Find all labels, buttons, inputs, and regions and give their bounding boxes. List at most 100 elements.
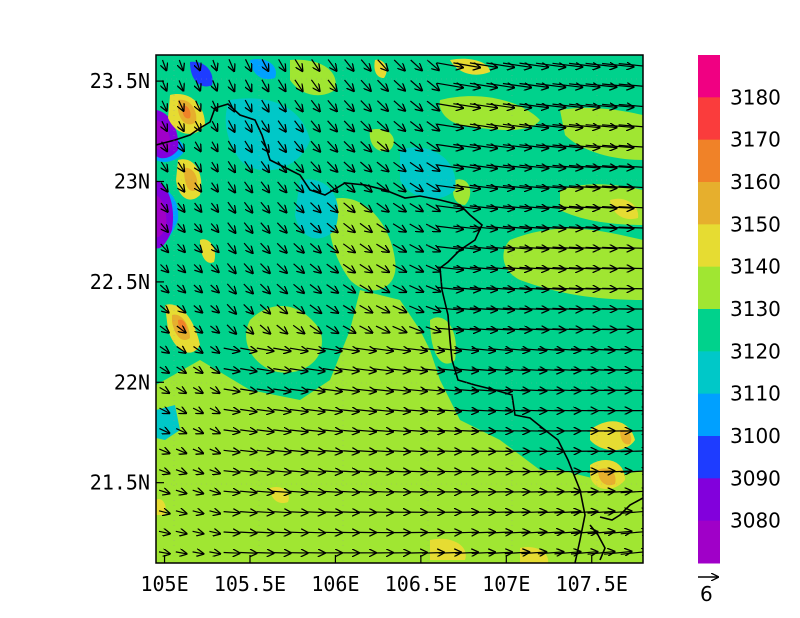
wind-vector (277, 181, 287, 192)
wind-vector (209, 470, 220, 474)
wind-vector (273, 450, 291, 452)
wind-vector (375, 305, 389, 313)
wind-vector (502, 165, 531, 168)
wind-vector (175, 531, 187, 533)
wind-vector (306, 348, 324, 351)
wind-vector (240, 532, 257, 533)
colorbar-swatch (698, 393, 720, 437)
wind-vector (179, 100, 184, 111)
colorbar-swatch (698, 139, 720, 183)
wind-vector (502, 308, 532, 310)
wind-vector (243, 324, 254, 334)
wind-vector (360, 79, 371, 91)
wind-vector (554, 491, 580, 492)
wind-vector (602, 166, 633, 168)
x-tick-label: 105.5E (214, 572, 286, 596)
wind-vector (568, 206, 599, 208)
wind-vector (343, 100, 354, 112)
wind-vector (243, 303, 253, 313)
wind-vector (453, 83, 480, 87)
wind-vector (311, 59, 320, 71)
wind-vector (194, 223, 201, 232)
wind-vector (289, 512, 308, 513)
wind-vector (471, 532, 496, 533)
wind-vector (376, 161, 389, 171)
wind-vector (602, 227, 633, 228)
wind-vector (339, 348, 359, 351)
wind-vector (163, 59, 167, 70)
wind-vector (585, 247, 617, 248)
wind-vector (620, 551, 643, 554)
wind-vector (360, 141, 372, 152)
wind-vector (243, 283, 253, 293)
wind-vector (438, 389, 461, 391)
wind-vector (453, 185, 480, 188)
wind-vector (260, 242, 270, 253)
wind-vector (554, 532, 581, 534)
wind-vector (159, 490, 169, 493)
wind-vector (453, 104, 480, 108)
wind-vector (453, 226, 480, 229)
wind-vector (471, 552, 496, 553)
wind-vector (375, 284, 389, 292)
wind-vector (240, 348, 256, 351)
wind-vector (425, 264, 440, 271)
wind-vector (223, 409, 240, 411)
colorbar-swatch (698, 478, 720, 522)
wind-vector (359, 182, 371, 192)
y-tick-label: 23N (114, 169, 150, 193)
wind-vector (209, 552, 220, 554)
y-tick-label: 23.5N (90, 69, 150, 93)
wind-vector (223, 553, 240, 554)
wind-vector (469, 83, 497, 87)
wind-vector (192, 367, 202, 373)
wind-vector (436, 104, 463, 108)
wind-vector (426, 121, 440, 131)
wind-vector (294, 99, 303, 111)
y-tick-label: 21.5N (90, 471, 150, 495)
wind-vector (175, 449, 186, 453)
wind-vector (227, 160, 235, 172)
colorbar-swatch (698, 520, 720, 564)
wind-vector (604, 552, 631, 555)
wind-vector (306, 430, 324, 432)
wind-vector (359, 202, 372, 212)
wind-vector (227, 201, 235, 213)
wind-vector (618, 144, 643, 148)
wind-vector (192, 552, 204, 554)
wind-vector (213, 100, 218, 111)
wind-vector (392, 223, 406, 232)
wind-vector (570, 491, 598, 492)
wind-vector (486, 83, 514, 87)
wind-vector (405, 410, 427, 412)
wind-vector (310, 202, 321, 213)
wind-vector (453, 288, 480, 290)
wind-vector (211, 223, 218, 232)
wind-vector (502, 329, 532, 331)
wind-vector (289, 450, 308, 452)
wind-vector (372, 348, 393, 351)
wind-vector (519, 104, 549, 108)
wind-vector (223, 532, 240, 533)
wind-vector (502, 226, 531, 229)
wind-vector (310, 120, 320, 132)
x-axis: 105E 105.5E 106E 106.5E 107E 107.5E (140, 555, 628, 596)
wind-vector (409, 121, 422, 131)
wind-vector (339, 491, 359, 492)
wind-vector (486, 206, 514, 209)
wind-vector (535, 268, 566, 270)
wind-vector (322, 369, 342, 372)
wind-vector (537, 512, 564, 513)
wind-vector (158, 470, 169, 474)
x-tick-label: 107.5E (556, 572, 628, 596)
wind-vector (372, 410, 393, 412)
wind-vector (453, 206, 480, 209)
x-tick-label: 106E (311, 572, 359, 596)
wind-vector (436, 83, 463, 88)
wind-vector (261, 120, 269, 132)
wind-vector (158, 552, 170, 554)
wind-vector (209, 347, 219, 353)
wind-vector (422, 348, 444, 351)
wind-vector (618, 226, 643, 229)
